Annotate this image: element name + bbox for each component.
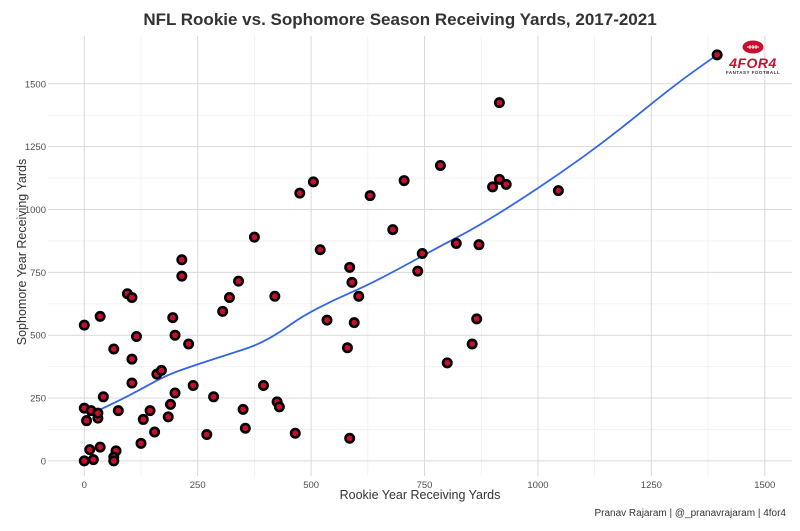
- data-point: [169, 329, 181, 341]
- data-point: [473, 239, 485, 251]
- data-point: [321, 314, 333, 326]
- data-point: [248, 231, 260, 243]
- data-point: [294, 187, 306, 199]
- data-point: [162, 411, 174, 423]
- data-point: [94, 310, 106, 322]
- data-point: [387, 224, 399, 236]
- data-point: [176, 254, 188, 266]
- data-point: [130, 330, 142, 342]
- data-point: [466, 338, 478, 350]
- x-tick-label: 500: [303, 480, 319, 491]
- data-point: [341, 342, 353, 354]
- logo-text: 4FOR4: [729, 55, 777, 71]
- data-point: [434, 159, 446, 171]
- data-point: [97, 391, 109, 403]
- data-point: [493, 97, 505, 109]
- data-point: [348, 317, 360, 329]
- y-tick-label: 250: [30, 394, 46, 405]
- y-axis-label: Sophomore Year Receiving Yards: [15, 158, 29, 346]
- data-point: [398, 175, 410, 187]
- data-point: [208, 391, 220, 403]
- data-point: [289, 427, 301, 439]
- x-tick-label: 0: [82, 480, 87, 491]
- data-point: [126, 291, 138, 303]
- data-point: [183, 338, 195, 350]
- data-point: [711, 49, 723, 61]
- data-point: [187, 379, 199, 391]
- y-tick-label: 1000: [25, 205, 46, 216]
- data-point: [412, 265, 424, 277]
- data-point: [314, 244, 326, 256]
- brand-logo: 4FOR4 FANTASY FOOTBALL: [722, 40, 784, 78]
- data-point: [450, 237, 462, 249]
- caption: Pranav Rajaram | @_pranavrajaram | 4for4: [594, 508, 786, 519]
- data-point: [487, 181, 499, 193]
- data-point: [94, 441, 106, 453]
- x-tick-label: 750: [417, 480, 433, 491]
- data-point: [92, 407, 104, 419]
- data-point: [416, 247, 428, 259]
- data-point: [164, 398, 176, 410]
- data-point: [149, 426, 161, 438]
- trend-layer: [83, 54, 718, 418]
- data-point: [135, 437, 147, 449]
- data-point: [364, 190, 376, 202]
- y-tick-label: 1500: [25, 79, 46, 90]
- x-axis-label: Rookie Year Receiving Yards: [339, 488, 501, 502]
- data-point: [353, 290, 365, 302]
- data-point: [169, 387, 181, 399]
- data-point: [81, 415, 93, 427]
- data-point: [233, 275, 245, 287]
- data-point: [269, 290, 281, 302]
- data-point: [237, 403, 249, 415]
- data-point: [471, 313, 483, 325]
- data-point: [126, 353, 138, 365]
- x-tick-label: 1250: [641, 480, 662, 491]
- data-point: [273, 401, 285, 413]
- data-point: [552, 185, 564, 197]
- x-tick-label: 1500: [754, 480, 775, 491]
- data-points: [78, 49, 723, 467]
- x-tick-label: 1000: [527, 480, 548, 491]
- data-point: [126, 377, 138, 389]
- data-point: [201, 429, 213, 441]
- x-tick-label: 250: [190, 480, 206, 491]
- data-point: [78, 319, 90, 331]
- data-point: [108, 455, 120, 467]
- data-point: [500, 178, 512, 190]
- data-point: [346, 276, 358, 288]
- y-tick-label: 500: [30, 331, 46, 342]
- data-point: [493, 173, 505, 185]
- data-point: [223, 291, 235, 303]
- data-point: [108, 343, 120, 355]
- data-point: [144, 405, 156, 417]
- logo-subtext: FANTASY FOOTBALL: [725, 70, 781, 75]
- data-point: [344, 432, 356, 444]
- data-point: [87, 454, 99, 466]
- data-point: [307, 176, 319, 188]
- data-point: [257, 379, 269, 391]
- data-point: [344, 261, 356, 273]
- data-point: [239, 422, 251, 434]
- y-tick-label: 1250: [25, 142, 46, 153]
- chart-title: NFL Rookie vs. Sophomore Season Receivin…: [143, 10, 657, 29]
- y-tick-label: 0: [41, 456, 46, 467]
- football-icon: [742, 40, 764, 54]
- data-point: [217, 305, 229, 317]
- data-point: [155, 364, 167, 376]
- trend-line: [83, 54, 718, 418]
- data-point: [137, 413, 149, 425]
- data-point: [84, 444, 96, 456]
- data-point: [441, 357, 453, 369]
- data-point: [112, 405, 124, 417]
- data-point: [78, 455, 90, 467]
- data-point: [167, 312, 179, 324]
- data-point: [176, 270, 188, 282]
- y-tick-label: 750: [30, 268, 46, 279]
- tick-labels: 0 250 500 750 1000 1250 1500 0 250 500 750 1000 1250…: [25, 79, 775, 491]
